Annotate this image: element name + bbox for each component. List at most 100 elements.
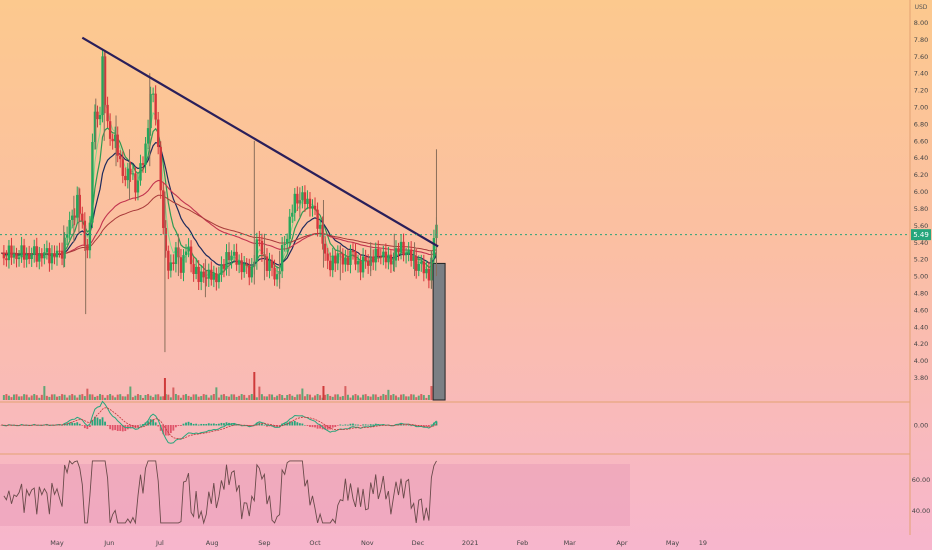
candle-body	[91, 141, 94, 223]
volume-bar	[397, 397, 400, 400]
volume-bars	[2, 262, 446, 401]
currency-label: USD	[915, 4, 928, 11]
macd-histogram-bar	[372, 424, 375, 426]
macd-histogram-bar	[339, 424, 342, 426]
volume-bar	[273, 397, 276, 400]
volume-bar	[377, 396, 380, 400]
macd-histogram-bar	[362, 424, 364, 426]
resistance-trendline[interactable]	[81, 36, 439, 248]
time-tick-label: May	[666, 539, 680, 547]
candle-body	[397, 248, 400, 253]
candle-body	[356, 261, 360, 265]
candle-body	[40, 254, 44, 259]
candle-body	[354, 252, 357, 265]
macd-histogram-bar	[172, 425, 175, 431]
candle-body	[131, 173, 135, 175]
volume-bar	[291, 395, 294, 400]
volume-bar	[68, 395, 71, 400]
price-tick-label: 8.00	[914, 19, 928, 27]
time-tick-label: May	[50, 539, 64, 547]
candle-body	[111, 138, 114, 142]
candle-body	[417, 263, 420, 271]
candle-body	[174, 247, 178, 265]
volume-bar	[159, 396, 162, 400]
macd-histogram-bar	[319, 425, 321, 429]
volume-bar	[296, 394, 299, 400]
candle-body	[86, 245, 89, 251]
macd-histogram-bar	[334, 425, 337, 427]
macd-histogram-bar	[96, 417, 99, 426]
volume-bar	[324, 394, 327, 400]
macd-histogram-bar	[352, 423, 354, 426]
macd-histogram-bar	[91, 420, 94, 426]
volume-bar	[364, 394, 367, 400]
macd-histogram-bar	[197, 424, 200, 426]
volume-spike	[253, 372, 256, 400]
candle-body	[237, 260, 241, 265]
candle-body	[313, 205, 317, 210]
candle-body	[63, 237, 66, 259]
volume-bar	[7, 395, 10, 400]
candle-body	[202, 271, 205, 278]
macd-histogram-bar	[415, 425, 418, 427]
price-tick-label: 3.80	[914, 374, 928, 382]
volume-bar	[357, 395, 360, 400]
volume-bar	[91, 394, 94, 400]
candle-body	[103, 56, 107, 105]
volume-bar	[271, 394, 274, 400]
volume-bar	[412, 394, 415, 400]
volume-bar	[384, 394, 387, 400]
volume-bar	[430, 386, 433, 400]
candle-body	[60, 250, 64, 259]
candle-body	[311, 205, 314, 209]
trendline	[81, 36, 439, 248]
volume-bar	[400, 394, 403, 400]
volume-bar	[162, 396, 165, 400]
volume-bar	[222, 394, 225, 400]
volume-bar	[346, 394, 349, 400]
rsi-line	[3, 459, 437, 525]
volume-bar	[250, 394, 253, 400]
macd-histogram-bar	[119, 425, 122, 431]
candle-body	[205, 277, 208, 279]
candle-body	[235, 251, 238, 265]
macd-histogram-bar	[169, 425, 172, 434]
volume-bar	[341, 396, 344, 400]
time-tick-label: Jun	[103, 539, 114, 547]
candle-body	[341, 253, 345, 265]
candle-body	[402, 241, 405, 256]
volume-bar	[185, 394, 188, 400]
candle-body	[351, 250, 355, 253]
volume-bar	[152, 397, 155, 400]
volume-bar	[124, 396, 127, 400]
volume-bar	[228, 396, 231, 400]
candle-body	[291, 212, 294, 217]
candle-body	[296, 193, 299, 204]
macd-histogram-bar	[248, 425, 251, 427]
candle-body	[303, 192, 307, 205]
rsi-tick-label: 60.00	[912, 476, 931, 484]
volume-bar	[268, 394, 271, 400]
macd-histogram-bar	[101, 417, 104, 426]
candle-body	[30, 254, 33, 260]
volume-bar	[334, 394, 337, 400]
price-tick-label: 6.00	[914, 188, 928, 196]
price-candles	[2, 48, 438, 353]
candle-body	[306, 198, 309, 205]
volume-bar	[88, 394, 91, 400]
volume-bar	[63, 394, 66, 400]
candle-body	[159, 146, 162, 191]
volume-bar	[45, 395, 48, 400]
volume-bar	[121, 396, 124, 400]
macd-histogram-bar	[207, 423, 210, 426]
candle-body	[169, 262, 173, 271]
volume-bar	[93, 396, 96, 400]
candle-body	[382, 251, 385, 257]
volume-bar	[417, 395, 420, 400]
macd-histogram-bar	[215, 424, 218, 426]
volume-bar	[210, 395, 213, 400]
macd-histogram-bar	[202, 423, 205, 426]
volume-bar	[217, 397, 220, 400]
volume-bar	[415, 397, 418, 400]
